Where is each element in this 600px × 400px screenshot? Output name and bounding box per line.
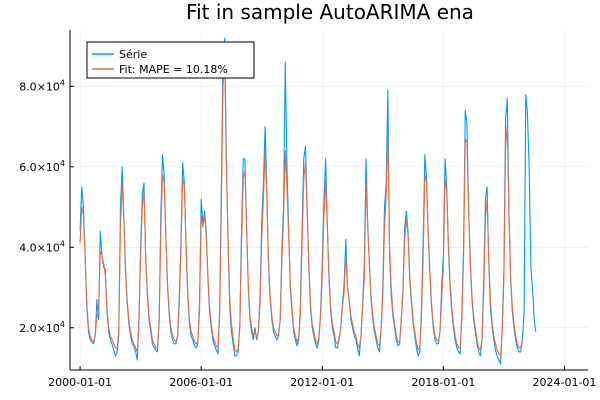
y-tick-label: 8.0×104	[19, 78, 65, 93]
legend-box	[86, 41, 255, 79]
x-ticks: 2000-01-01 2006-01-01 2012-01-01 2018-01-01…	[48, 366, 596, 389]
y-tick-mantissa: 8.0	[19, 80, 37, 93]
x-tick-label: 2012-01-01	[290, 376, 354, 389]
chart-title: Fit in sample AutoARIMA ena	[186, 0, 474, 24]
y-tick-mantissa: 2.0	[19, 322, 37, 335]
y-tick-base: ×10	[37, 322, 60, 335]
y-tick-base: ×10	[37, 241, 60, 254]
y-tick-exponent: 4	[60, 320, 65, 329]
x-tick-label: 2000-01-01	[48, 376, 112, 389]
y-tick-mantissa: 6.0	[19, 161, 37, 174]
y-tick-base: ×10	[37, 161, 60, 174]
y-tick-label: 4.0×104	[19, 239, 65, 254]
x-tick-label: 2024-01-01	[532, 376, 596, 389]
y-tick-label: 6.0×104	[19, 159, 65, 174]
legend: Série Fit: MAPE = 10.18%	[86, 41, 255, 79]
series-layer	[79, 37, 537, 365]
y-tick-exponent: 4	[60, 78, 65, 87]
y-tick-exponent: 4	[60, 239, 65, 248]
y-tick-base: ×10	[37, 80, 60, 93]
y-tick-label: 2.0×104	[19, 320, 65, 335]
x-tick-label: 2018-01-01	[411, 376, 475, 389]
series-line-1	[79, 61, 523, 357]
y-tick-exponent: 4	[60, 159, 65, 168]
x-tick-label: 2006-01-01	[169, 376, 233, 389]
legend-label: Série	[119, 48, 147, 61]
y-tick-mantissa: 4.0	[19, 241, 37, 254]
legend-label: Fit: MAPE = 10.18%	[119, 63, 228, 76]
